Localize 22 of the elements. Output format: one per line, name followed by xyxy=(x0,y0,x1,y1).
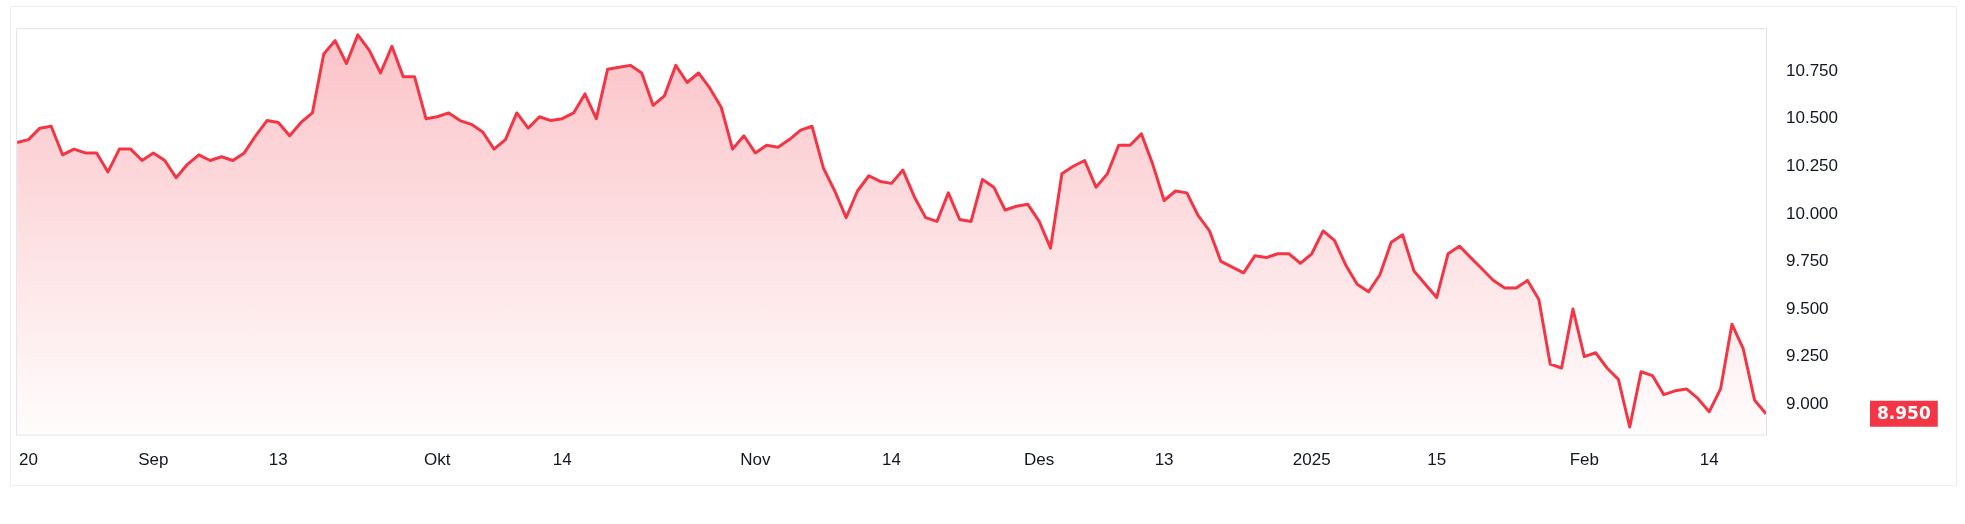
y-tick-label: 9.500 xyxy=(1786,298,1829,318)
x-tick-label: Sep xyxy=(138,450,169,470)
x-tick-label: 13 xyxy=(1154,450,1174,470)
x-tick-label: 15 xyxy=(1427,450,1447,470)
x-tick-label: Okt xyxy=(424,450,451,470)
x-tick-label: Nov xyxy=(740,450,771,470)
y-tick-label: 10.250 xyxy=(1786,155,1838,175)
x-tick-label: 2025 xyxy=(1292,450,1331,470)
y-tick-label: 10.750 xyxy=(1786,60,1838,80)
text: 8.950 xyxy=(1877,403,1931,424)
y-tick-label: 9.250 xyxy=(1786,346,1829,366)
y-tick-label: 10.000 xyxy=(1786,203,1838,223)
x-tick-label: Feb xyxy=(1569,450,1599,470)
x-tick-label: Des xyxy=(1024,450,1055,470)
x-tick-label: 14 xyxy=(552,450,572,470)
y-tick-label: 10.500 xyxy=(1786,108,1838,128)
x-tick-label: 20 xyxy=(19,450,38,470)
y-tick-label: 9.000 xyxy=(1786,393,1829,413)
x-tick-label: 13 xyxy=(268,450,288,470)
x-tick-label: 14 xyxy=(1699,450,1719,470)
x-tick-label: 14 xyxy=(882,450,902,470)
y-tick-label: 9.750 xyxy=(1786,251,1829,271)
